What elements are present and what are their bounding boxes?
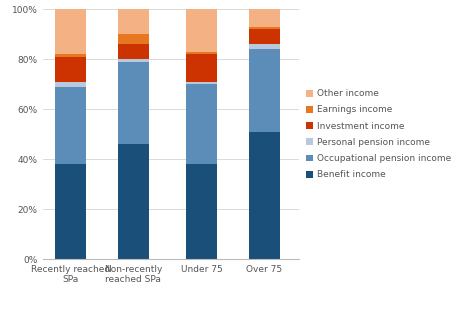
Bar: [249, 9, 280, 27]
Bar: [118, 144, 149, 259]
Bar: [249, 29, 280, 45]
Bar: [55, 164, 86, 259]
Bar: [249, 49, 280, 132]
Bar: [186, 9, 218, 52]
Bar: [249, 45, 280, 49]
Bar: [186, 82, 218, 84]
Bar: [55, 57, 86, 82]
Bar: [186, 84, 218, 164]
Bar: [55, 87, 86, 164]
Bar: [118, 62, 149, 144]
Bar: [249, 132, 280, 259]
Bar: [186, 52, 218, 54]
Bar: [55, 9, 86, 54]
Bar: [118, 34, 149, 45]
Bar: [118, 9, 149, 34]
Bar: [186, 54, 218, 82]
Bar: [186, 164, 218, 259]
Bar: [55, 54, 86, 57]
Bar: [249, 27, 280, 29]
Legend: Other income, Earnings income, Investment income, Personal pension income, Occup: Other income, Earnings income, Investmen…: [306, 89, 452, 179]
Bar: [118, 45, 149, 59]
Bar: [55, 82, 86, 87]
Bar: [118, 59, 149, 62]
